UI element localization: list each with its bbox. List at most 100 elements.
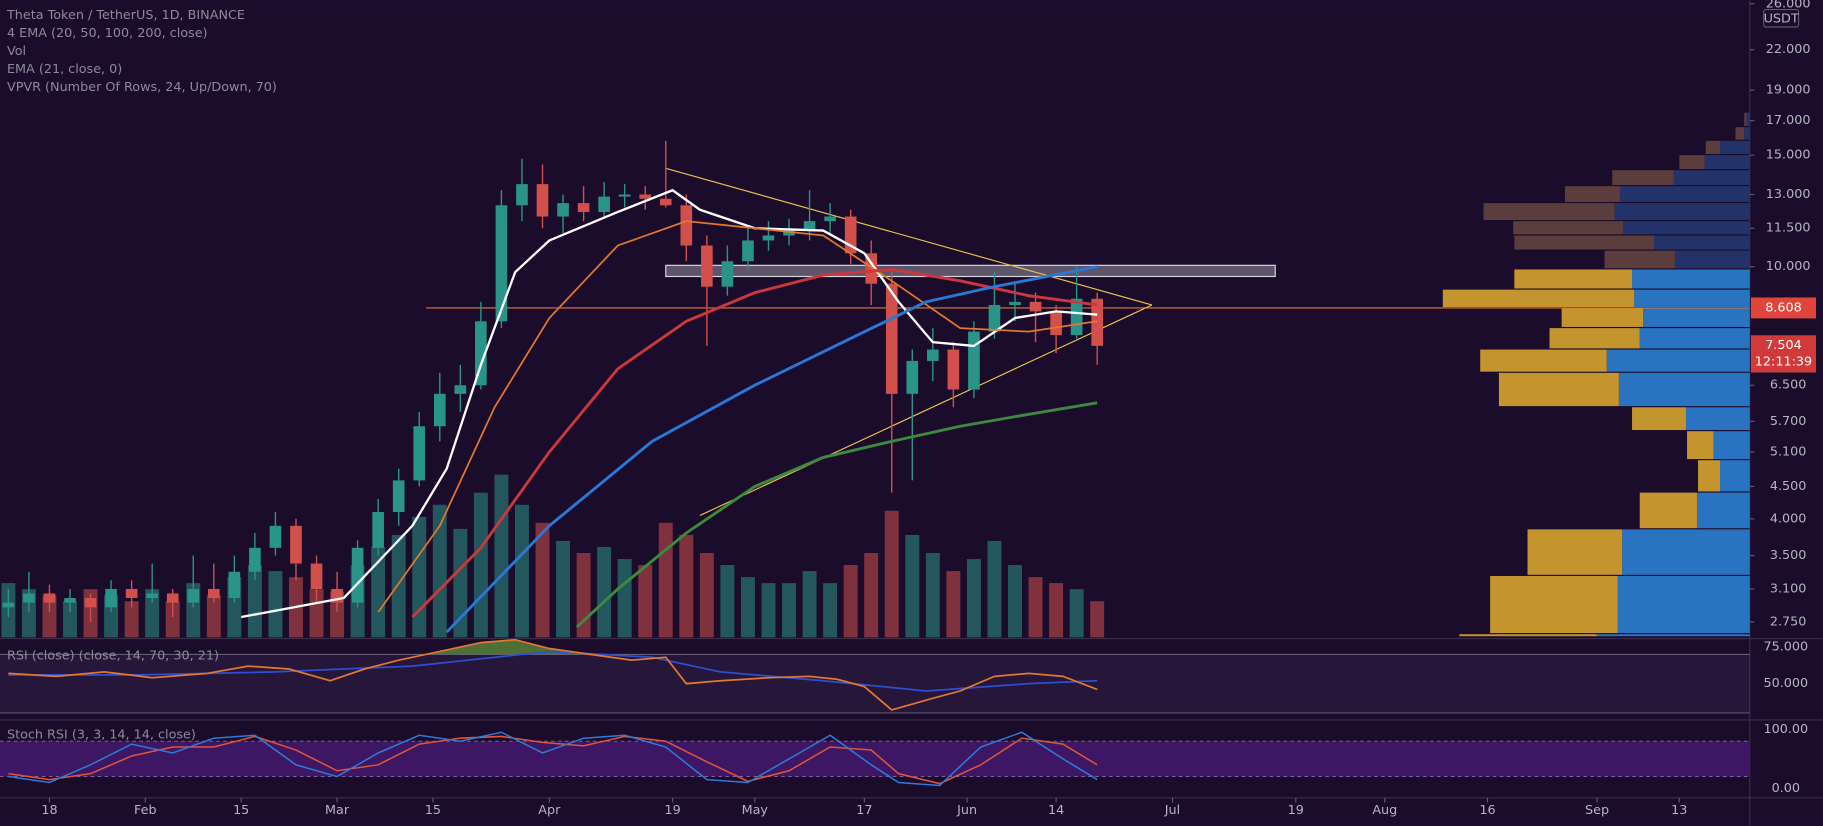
- candle-body: [1009, 301, 1021, 306]
- moving-average: [411, 267, 1098, 619]
- volume-bar: [453, 528, 468, 638]
- rsi-band: [0, 654, 1750, 713]
- vp-up: [1623, 221, 1750, 235]
- candle-body: [885, 283, 898, 394]
- x-tick-label: 15: [425, 803, 441, 818]
- candle-body: [228, 571, 241, 599]
- rsi-tick-label: 75.000: [1763, 640, 1808, 655]
- candle-body: [927, 349, 939, 361]
- candle-body: [844, 216, 857, 254]
- volume-bar: [658, 522, 673, 638]
- vp-up: [1622, 529, 1750, 575]
- volume-bar: [864, 552, 879, 638]
- stoch-band: [0, 741, 1750, 777]
- candle-body: [721, 261, 734, 287]
- stoch-d: [8, 735, 1098, 785]
- y-tick-label: 5.100: [1770, 444, 1807, 459]
- volume-bar: [1008, 565, 1022, 638]
- y-tick-label: 6.500: [1770, 378, 1807, 393]
- volume-bar: [884, 510, 899, 638]
- vp-up: [1596, 634, 1750, 637]
- volume-bar: [987, 540, 1002, 638]
- x-tick-label: Mar: [325, 803, 350, 818]
- volume-bar: [843, 565, 858, 638]
- y-tick-label: 3.500: [1770, 548, 1807, 563]
- moving-average: [445, 265, 1098, 634]
- legend-text: EMA (21, close, 0): [7, 62, 122, 77]
- vp-down: [1612, 170, 1674, 185]
- volume-bar: [740, 577, 755, 638]
- candle-body: [947, 349, 960, 390]
- currency: USDT: [1764, 11, 1799, 26]
- candle-body: [516, 184, 528, 206]
- volume-bar: [309, 589, 324, 638]
- y-tick-label: 3.100: [1770, 581, 1807, 596]
- y-tick-label: 4.500: [1770, 479, 1807, 494]
- y-tick-label: 22.000: [1766, 42, 1811, 57]
- candle-body: [865, 253, 878, 284]
- rsi-line: [8, 638, 1098, 711]
- candle-body: [249, 547, 261, 572]
- vp-down: [1442, 289, 1635, 308]
- candle-body: [146, 593, 158, 599]
- candle-body: [43, 593, 56, 603]
- candle-body: [413, 426, 426, 481]
- last-price-label: 7.504: [1765, 338, 1802, 353]
- candle-body: [639, 194, 652, 199]
- y-tick-label: 10.000: [1766, 259, 1811, 274]
- vp-up: [1618, 372, 1750, 407]
- y-tick-label: 19.000: [1766, 83, 1811, 98]
- candle-body: [187, 588, 200, 603]
- vp-up: [1654, 235, 1750, 250]
- y-tick-label: 15.000: [1766, 148, 1811, 163]
- candle-body: [701, 245, 713, 287]
- volume-bar: [371, 546, 386, 638]
- currency-box: [1763, 8, 1800, 28]
- vp-down: [1735, 127, 1745, 140]
- x-tick-label: 19: [664, 803, 680, 818]
- candle-body: [207, 588, 220, 599]
- y-tick-label: 26.000: [1766, 0, 1811, 11]
- volume-bar: [556, 540, 571, 638]
- countdown: 12:11:39: [1755, 354, 1812, 369]
- vp-up: [1606, 349, 1750, 372]
- candle-body: [23, 593, 35, 603]
- vp-up: [1674, 250, 1750, 269]
- y-tick-label: 2.750: [1770, 614, 1807, 629]
- volume-bar: [42, 595, 57, 638]
- candle-body: [475, 321, 487, 386]
- volume-bar: [268, 571, 283, 638]
- x-tick-label: 15: [233, 803, 249, 818]
- volume-bar: [1049, 583, 1064, 638]
- vp-down: [1698, 460, 1721, 492]
- rsi-tick-label: 50.000: [1763, 676, 1808, 691]
- candle-body: [351, 547, 364, 603]
- candle-body: [1029, 301, 1042, 312]
- candle-body: [577, 203, 590, 212]
- vp-up: [1614, 203, 1750, 220]
- y-tick-label: 13.000: [1766, 187, 1811, 202]
- volume-bar: [165, 601, 180, 638]
- vp-down: [1483, 203, 1615, 220]
- volume-bar: [391, 534, 406, 638]
- trendline: [665, 167, 1153, 306]
- candle-body: [166, 593, 179, 603]
- moving-average: [241, 188, 1098, 619]
- vp-up: [1713, 431, 1750, 460]
- vp-down: [1705, 140, 1721, 154]
- volume-bar: [597, 546, 612, 638]
- volume-bar: [63, 601, 77, 638]
- candle-body: [290, 525, 302, 564]
- legend-text: VPVR (Number Of Rows, 24, Up/Down, 70): [7, 80, 277, 95]
- vp-up: [1744, 127, 1750, 140]
- candle-body: [783, 230, 795, 236]
- price-tag: [1750, 297, 1817, 319]
- last-price-tag: [1750, 335, 1817, 373]
- candle-body: [742, 240, 754, 262]
- vp-up: [1619, 186, 1750, 202]
- stoch-tick-label: 100.00: [1763, 722, 1808, 737]
- volume-bar: [802, 571, 817, 638]
- candle-body: [988, 305, 1001, 332]
